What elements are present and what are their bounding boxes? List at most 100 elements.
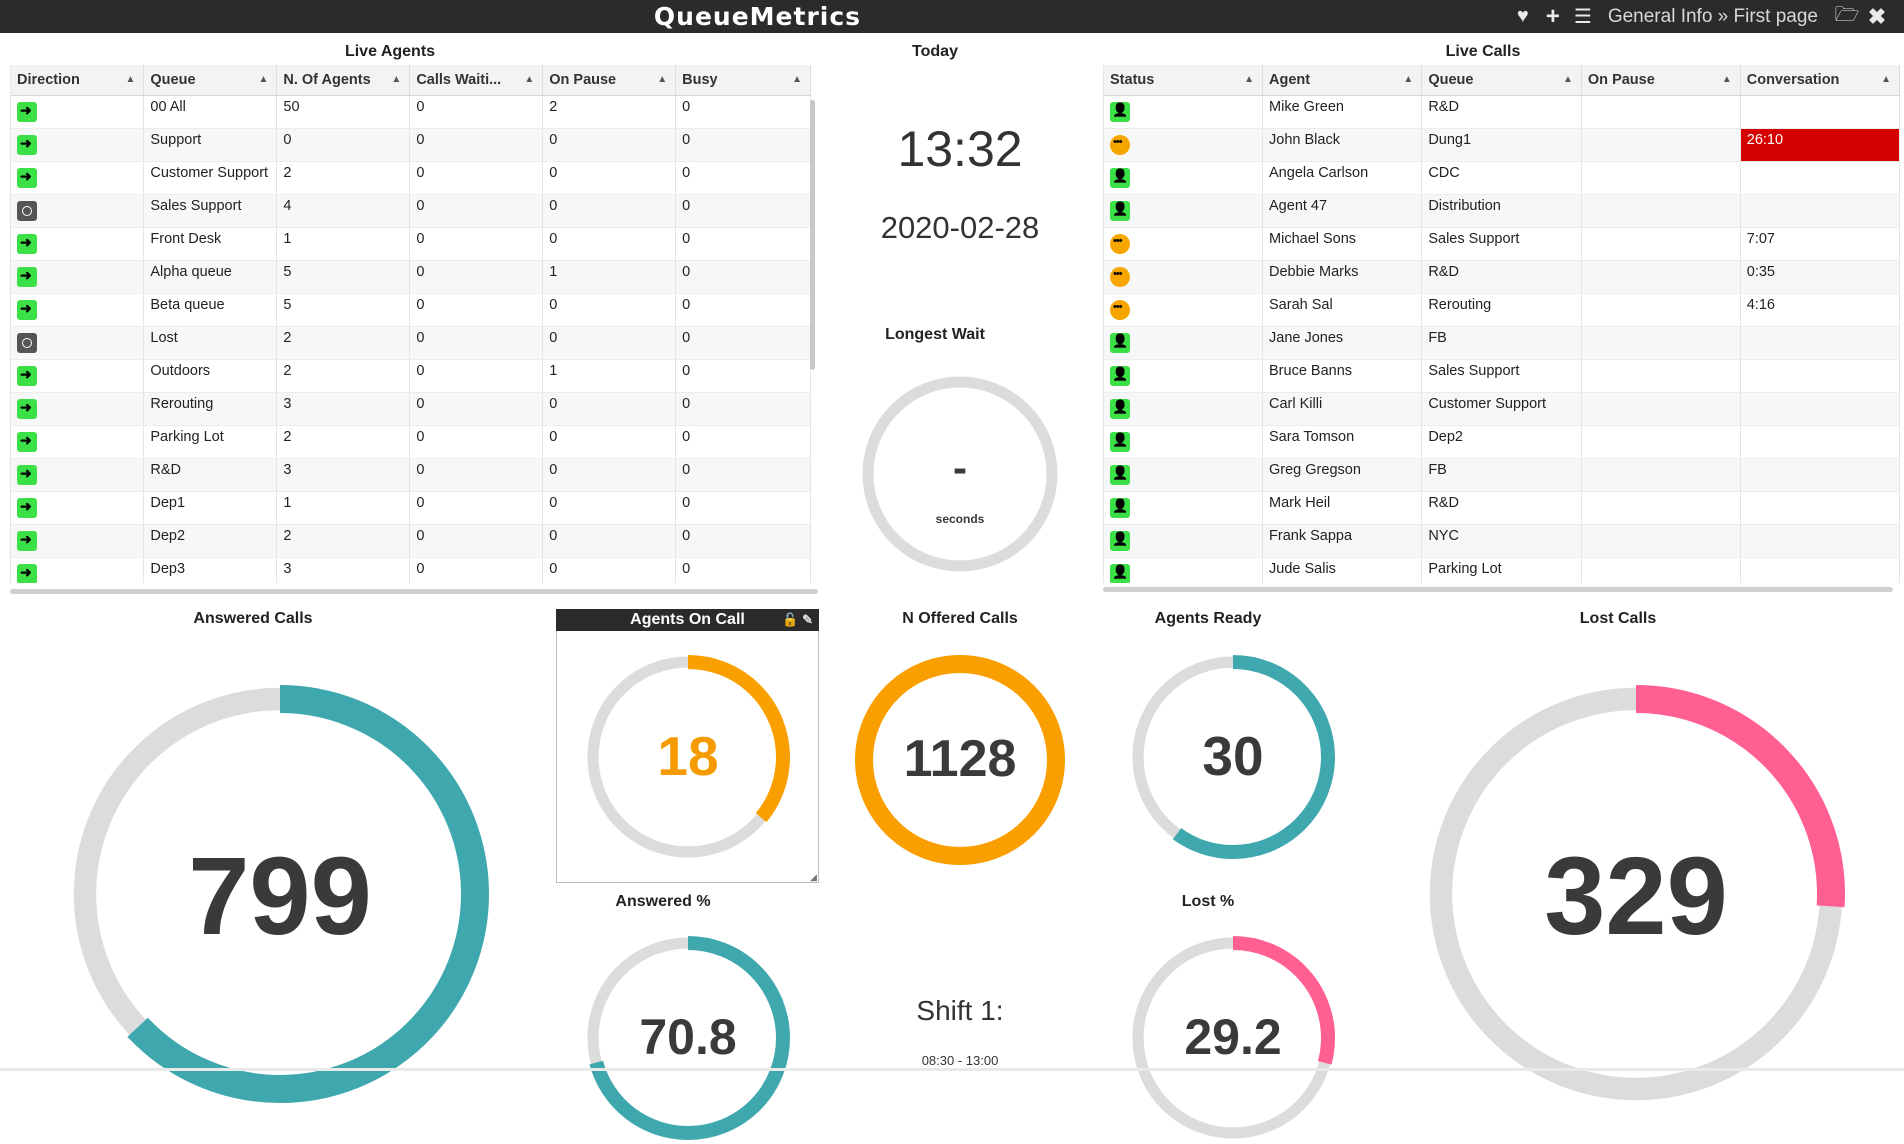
cell-pause: 2 xyxy=(542,95,677,129)
direction-cell xyxy=(11,128,145,162)
table-row[interactable]: Sales Support 4 0 0 0 xyxy=(11,194,811,228)
agent-person-icon xyxy=(1110,201,1130,221)
sort-arrow-icon[interactable]: ▲ xyxy=(391,74,402,85)
live-calls-col-header[interactable]: On Pause ▲ xyxy=(1581,65,1741,96)
live-agents-hscroll[interactable] xyxy=(10,589,818,594)
close-icon[interactable]: ✖ xyxy=(1867,3,1887,29)
status-cell xyxy=(1104,392,1264,426)
gauge-value: 329 xyxy=(1544,835,1728,958)
sort-arrow-icon[interactable]: ▲ xyxy=(1881,74,1891,85)
breadcrumb[interactable]: General Info » First page xyxy=(1607,5,1818,27)
login-arrow-icon xyxy=(17,432,37,452)
gauge-svg xyxy=(1131,655,1335,859)
live-calls-col-header[interactable]: Agent ▲ xyxy=(1262,65,1423,96)
live-calls-col-header[interactable]: Queue ▲ xyxy=(1421,65,1582,96)
sort-arrow-icon[interactable]: ▲ xyxy=(1563,74,1573,85)
status-cell xyxy=(1104,128,1264,162)
sort-arrow-icon[interactable]: ▲ xyxy=(1244,74,1255,85)
cell-agent: Sara Tomson xyxy=(1262,425,1423,459)
gauge-svg xyxy=(855,655,1065,865)
live-agents-col-header[interactable]: Busy ▲ xyxy=(675,65,811,96)
login-arrow-icon xyxy=(17,102,37,122)
live-calls-hscroll[interactable] xyxy=(1103,587,1893,592)
login-arrow-icon xyxy=(17,564,37,583)
lock-icon[interactable]: 🔓 xyxy=(782,612,799,627)
cell-conversation xyxy=(1740,194,1900,228)
sort-arrow-icon[interactable]: ▲ xyxy=(524,74,535,85)
cell-agents: 2 xyxy=(276,161,411,195)
cell-queue: FB xyxy=(1421,326,1582,360)
table-row[interactable]: Lost 2 0 0 0 xyxy=(11,326,811,360)
cell-busy: 0 xyxy=(675,293,811,327)
list-icon[interactable]: ☰ xyxy=(1573,6,1592,28)
cell-busy: 0 xyxy=(675,524,811,558)
heart-icon[interactable]: ♥ xyxy=(1516,5,1529,27)
cell-queue: R&D xyxy=(1421,260,1582,294)
cell-queue: R&D xyxy=(1421,95,1582,129)
speech-bubble-icon xyxy=(1110,135,1130,155)
cell-busy: 0 xyxy=(675,557,811,583)
live-agents-col-header[interactable]: Calls Waiti... ▲ xyxy=(409,65,544,96)
live-calls-col-header[interactable]: Conversation ▲ xyxy=(1740,65,1900,96)
live-agents-col-header[interactable]: N. Of Agents ▲ xyxy=(276,65,411,96)
cell-conversation xyxy=(1740,524,1900,558)
live-calls-col-header[interactable]: Status ▲ xyxy=(1104,65,1264,96)
status-cell xyxy=(1104,491,1264,525)
sort-arrow-icon[interactable]: ▲ xyxy=(792,74,802,85)
live-agents-vscroll[interactable] xyxy=(810,100,815,370)
sort-arrow-icon[interactable]: ▲ xyxy=(125,74,136,85)
login-arrow-icon xyxy=(17,399,37,419)
cell-agents: 2 xyxy=(276,524,411,558)
edit-icon[interactable]: ✎ xyxy=(802,612,813,627)
sort-arrow-icon[interactable]: ▲ xyxy=(1403,74,1414,85)
cell-agent: Sarah Sal xyxy=(1262,293,1423,327)
cell-pause xyxy=(1581,557,1741,583)
sort-arrow-icon[interactable]: ▲ xyxy=(657,74,668,85)
gauge-value: 18 xyxy=(657,725,719,787)
cell-waiting: 0 xyxy=(409,326,544,360)
cell-conversation xyxy=(1740,95,1900,129)
cell-agent: Jane Jones xyxy=(1262,326,1423,360)
live-agents-col-header[interactable]: Queue ▲ xyxy=(143,65,278,96)
live-agents-col-header[interactable]: Direction ▲ xyxy=(11,65,145,96)
login-arrow-icon xyxy=(17,465,37,485)
sort-arrow-icon[interactable]: ▲ xyxy=(1721,74,1732,85)
plus-icon[interactable]: + xyxy=(1545,2,1560,30)
col-header-label: Direction xyxy=(17,72,80,88)
live-agents-title: Live Agents xyxy=(344,43,436,60)
resize-handle-icon[interactable]: ◢ xyxy=(810,872,817,882)
live-agents-col-header[interactable]: On Pause ▲ xyxy=(542,65,677,96)
speech-bubble-icon xyxy=(1110,267,1130,287)
folder-open-icon[interactable]: 🗁 xyxy=(1834,3,1860,26)
sort-arrow-icon[interactable]: ▲ xyxy=(258,74,269,85)
cell-conversation xyxy=(1740,326,1900,360)
